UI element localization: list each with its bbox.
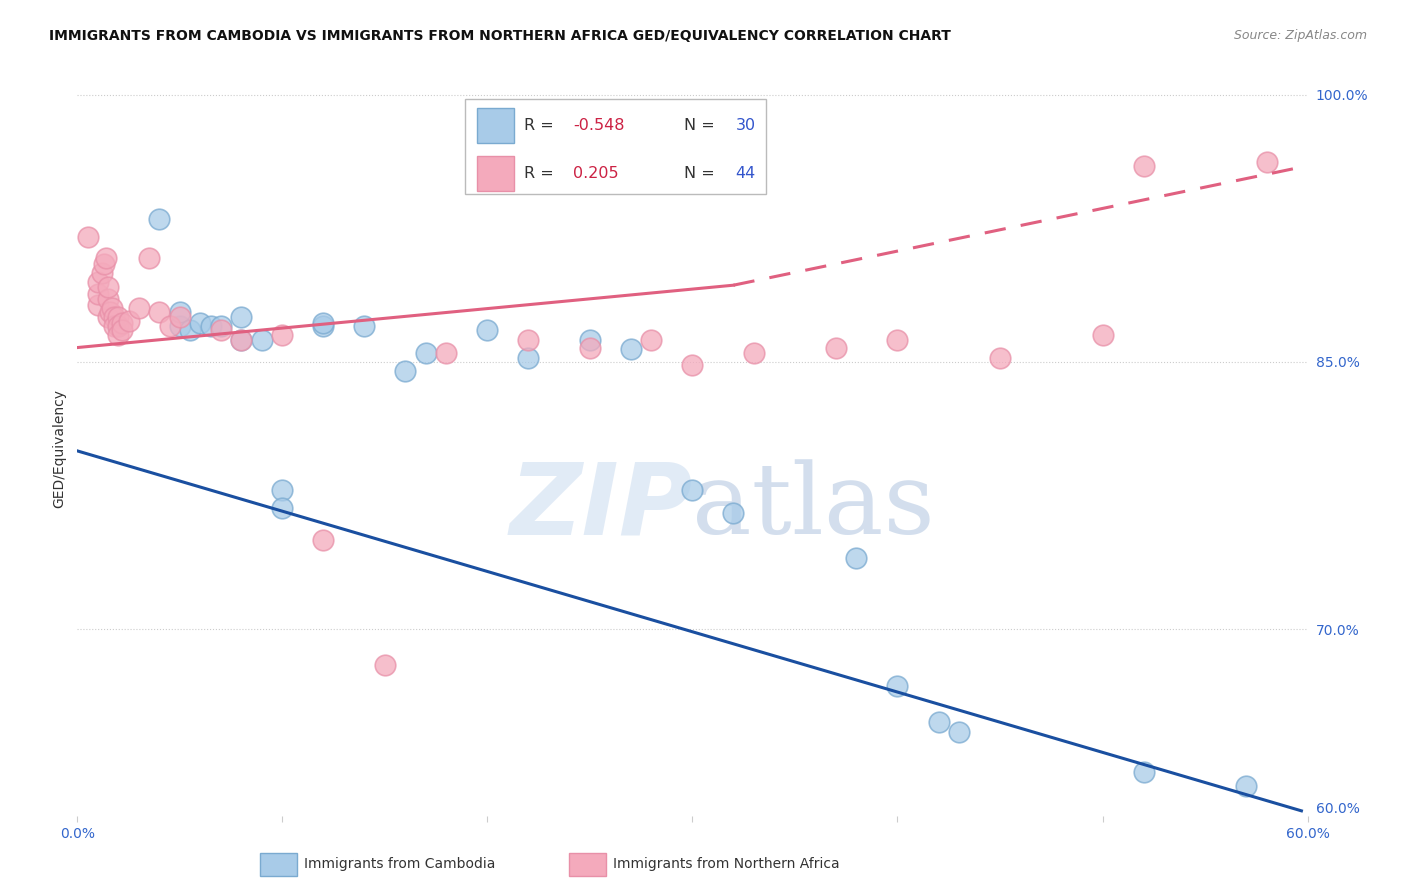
Point (579, 334, 602, 348)
Point (103, 319, 125, 334)
Point (1132, 159, 1154, 173)
Point (209, 319, 232, 334)
Point (640, 334, 662, 348)
Point (682, 150, 704, 164)
Text: IMMIGRANTS FROM CAMBODIA VS IMMIGRANTS FROM NORTHERN AFRICA GED/EQUIVALENCY CORR: IMMIGRANTS FROM CAMBODIA VS IMMIGRANTS F… (49, 29, 950, 43)
Text: 44: 44 (735, 166, 756, 181)
Point (200, 319, 222, 334)
Text: atlas: atlas (693, 459, 935, 555)
Point (97, 293, 120, 307)
Point (148, 212, 170, 227)
Point (107, 319, 129, 334)
Text: N =: N = (683, 118, 720, 133)
Text: 30: 30 (735, 118, 755, 133)
Point (138, 252, 160, 266)
Text: 0.205: 0.205 (574, 166, 619, 181)
Point (107, 319, 129, 334)
Text: ZIP: ZIP (509, 458, 693, 556)
Point (179, 323, 201, 337)
Point (107, 310, 129, 325)
Point (271, 500, 294, 515)
Point (94, 252, 117, 266)
Point (271, 328, 294, 343)
Point (948, 725, 970, 739)
Point (101, 301, 124, 316)
Point (477, 323, 499, 337)
Point (517, 351, 540, 366)
Point (988, 351, 1011, 366)
Point (886, 679, 908, 693)
Point (188, 316, 212, 330)
Point (93, 257, 115, 271)
Point (231, 334, 253, 348)
Point (97, 310, 120, 325)
Point (723, 506, 745, 520)
Point (231, 334, 253, 348)
Point (1091, 328, 1114, 343)
FancyBboxPatch shape (477, 108, 515, 143)
Point (312, 533, 335, 547)
Point (886, 334, 908, 348)
Point (825, 341, 848, 355)
Point (1256, 155, 1278, 169)
Point (117, 314, 139, 328)
Point (231, 310, 253, 325)
Point (111, 323, 134, 337)
Point (1337, 159, 1360, 173)
Point (87, 287, 110, 301)
Point (415, 346, 437, 360)
Point (209, 323, 232, 337)
Point (742, 346, 765, 360)
Point (845, 550, 868, 565)
Point (579, 341, 602, 355)
Text: R =: R = (524, 166, 564, 181)
Point (394, 364, 416, 378)
Y-axis label: GED/Equivalency: GED/Equivalency (52, 389, 66, 508)
Point (517, 334, 540, 348)
Text: Immigrants from Northern Africa: Immigrants from Northern Africa (613, 857, 839, 871)
Point (76, 230, 98, 244)
Point (353, 319, 375, 334)
Point (1234, 779, 1257, 793)
Point (682, 483, 704, 497)
Point (97, 280, 120, 294)
Point (682, 359, 704, 373)
Point (107, 328, 129, 343)
Point (169, 319, 191, 334)
Text: R =: R = (524, 118, 558, 133)
Point (98, 305, 121, 319)
Point (90, 266, 114, 280)
Point (103, 310, 125, 325)
Point (312, 319, 335, 334)
Point (620, 343, 643, 357)
Point (436, 346, 458, 360)
Point (928, 714, 950, 729)
Text: Source: ZipAtlas.com: Source: ZipAtlas.com (1233, 29, 1367, 42)
Point (111, 316, 134, 330)
Text: Immigrants from Cambodia: Immigrants from Cambodia (304, 857, 495, 871)
Point (159, 319, 181, 334)
Point (169, 310, 191, 325)
FancyBboxPatch shape (465, 99, 766, 194)
Point (1132, 764, 1154, 779)
Point (374, 657, 396, 672)
Point (128, 301, 150, 316)
Point (169, 305, 191, 319)
Point (312, 316, 335, 330)
Point (271, 483, 294, 497)
Point (87, 275, 110, 289)
Point (148, 305, 170, 319)
Text: N =: N = (683, 166, 720, 181)
FancyBboxPatch shape (477, 155, 515, 191)
Point (250, 334, 273, 348)
Text: -0.548: -0.548 (574, 118, 624, 133)
Point (87, 298, 110, 312)
